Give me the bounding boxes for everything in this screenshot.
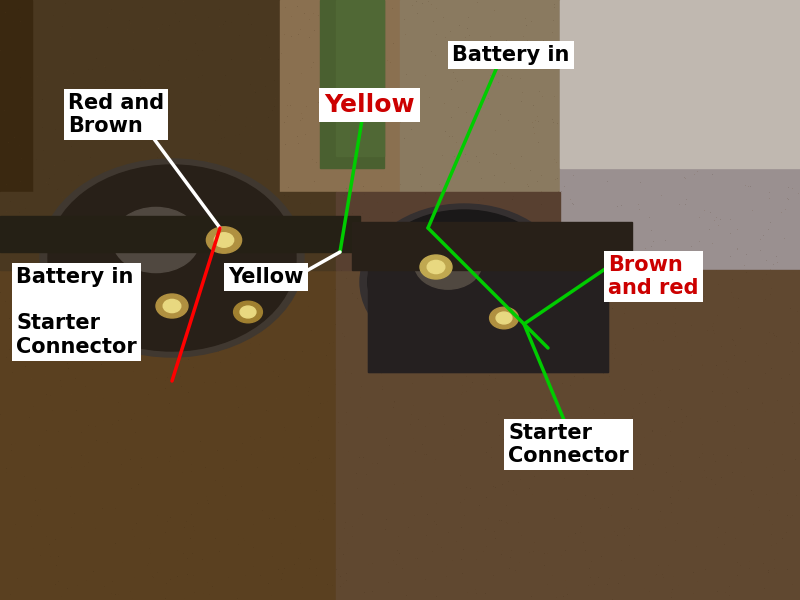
Bar (368, 228, 608, 372)
Bar (0, 0, 32, 270)
Bar (336, 270, 800, 600)
Bar (400, 0, 560, 192)
Bar (0, 192, 336, 270)
Bar (320, 0, 384, 168)
Text: Red and
Brown: Red and Brown (68, 93, 164, 136)
Text: Battery in

Starter
Connector: Battery in Starter Connector (16, 267, 137, 356)
Bar (368, 228, 608, 372)
Circle shape (360, 204, 568, 360)
Circle shape (206, 227, 242, 253)
Circle shape (420, 255, 452, 279)
Text: Yellow: Yellow (324, 93, 414, 117)
Circle shape (414, 239, 482, 289)
Circle shape (427, 260, 445, 274)
Circle shape (368, 210, 560, 354)
Circle shape (490, 307, 518, 329)
Text: Battery in: Battery in (452, 45, 570, 65)
Text: Starter
Connector: Starter Connector (508, 423, 629, 466)
Circle shape (234, 301, 262, 323)
Circle shape (156, 294, 188, 318)
Circle shape (40, 159, 304, 357)
Bar (560, 0, 800, 270)
Circle shape (240, 306, 256, 318)
Bar (0, 216, 360, 252)
Bar (0, 270, 336, 600)
Bar (336, 192, 560, 270)
Bar (336, 0, 384, 156)
Bar (0, 0, 280, 192)
Circle shape (163, 299, 181, 313)
Circle shape (496, 312, 512, 324)
Circle shape (214, 233, 234, 247)
Bar (280, 0, 400, 192)
Circle shape (113, 208, 199, 272)
Text: Brown
and red: Brown and red (608, 255, 698, 298)
Bar (560, 0, 800, 168)
Text: Yellow: Yellow (228, 267, 303, 287)
Bar (352, 222, 632, 270)
Circle shape (48, 165, 296, 351)
